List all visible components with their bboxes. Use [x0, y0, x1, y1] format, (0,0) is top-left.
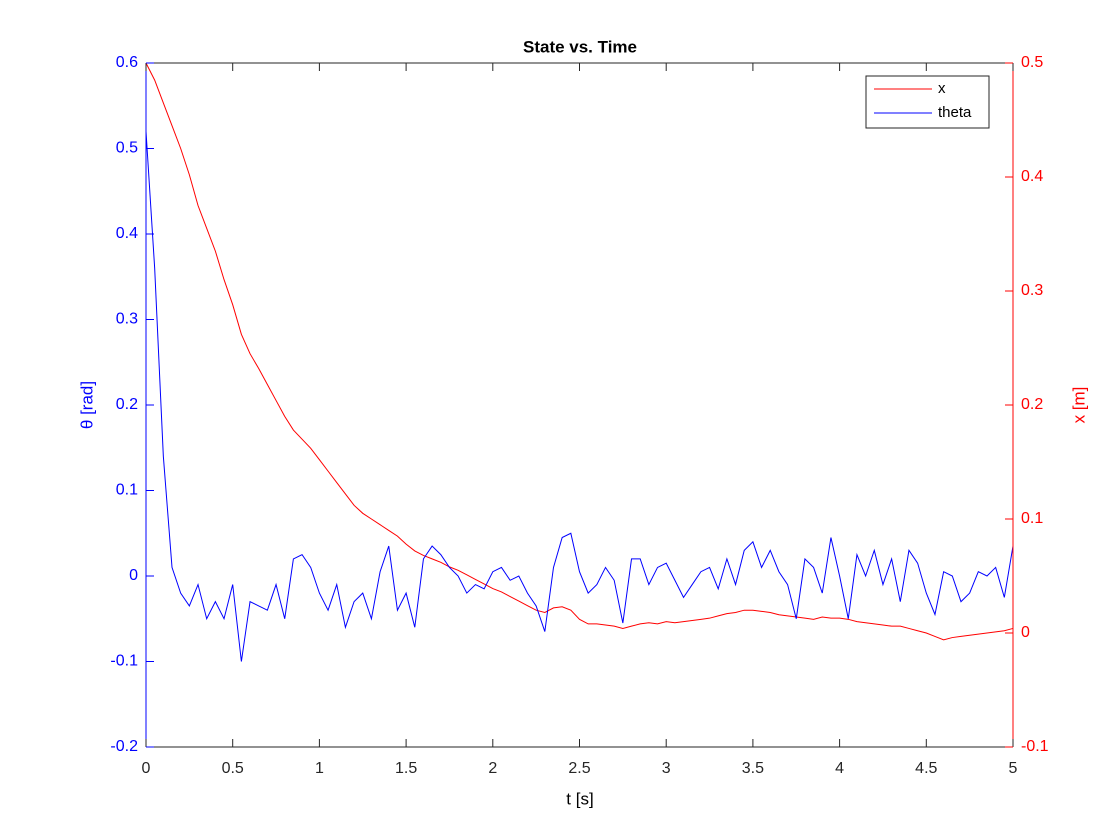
y-tick-label: -0.2 [110, 738, 138, 755]
y2-tick-label: 0 [1021, 624, 1030, 641]
y-tick-label: -0.1 [110, 653, 138, 670]
y2-tick-label: 0.1 [1021, 510, 1043, 527]
y2-tick-label: -0.1 [1021, 738, 1049, 755]
y-tick-label: 0.5 [116, 140, 138, 157]
x-tick-label: 1 [315, 760, 324, 777]
x-tick-label: 0.5 [222, 760, 244, 777]
y-tick-label: 0.1 [116, 482, 138, 499]
y2-tick-label: 0.3 [1021, 282, 1043, 299]
x-axis-label: t [s] [566, 789, 593, 808]
x-tick-label: 3 [662, 760, 671, 777]
y2-tick-label: 0.2 [1021, 396, 1043, 413]
legend-box [865, 75, 990, 129]
x-tick-label: 1.5 [395, 760, 417, 777]
y-axis-label: θ [rad] [77, 381, 96, 429]
y-tick-label: 0 [129, 567, 138, 584]
x-tick-label: 4.5 [915, 760, 937, 777]
y-tick-label: 0.2 [116, 396, 138, 413]
x-tick-label: 2 [488, 760, 497, 777]
y-tick-label: 0.6 [116, 54, 138, 71]
y2-axis-label: x [m] [1069, 387, 1088, 424]
x-tick-label: 5 [1009, 760, 1018, 777]
legend-label: x [938, 80, 946, 97]
x-tick-label: 3.5 [742, 760, 764, 777]
legend-label: theta [938, 104, 972, 121]
y2-tick-label: 0.4 [1021, 168, 1043, 185]
y2-tick-label: 0.5 [1021, 54, 1043, 71]
data-line [145, 131, 1014, 662]
x-tick-label: 4 [835, 760, 844, 777]
x-tick-label: 0 [142, 760, 151, 777]
x-tick-label: 2.5 [568, 760, 590, 777]
y-tick-label: 0.4 [116, 225, 138, 242]
chart-title: State vs. Time [523, 37, 637, 56]
y-tick-label: 0.3 [116, 311, 138, 328]
data-line [145, 62, 1014, 641]
